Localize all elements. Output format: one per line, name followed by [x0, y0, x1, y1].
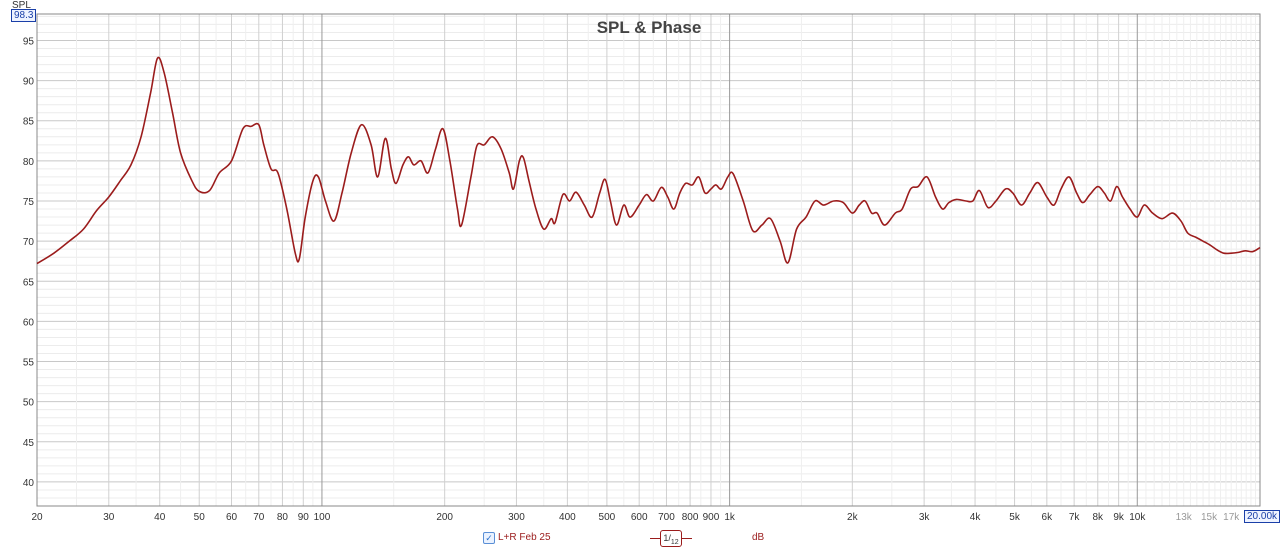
x-tick-label: 2k: [847, 512, 859, 523]
x-tick-label: 10k: [1129, 512, 1146, 523]
x-tick-label: 4k: [970, 512, 982, 523]
x-tick-label: 90: [298, 512, 310, 523]
y-tick-label: 65: [23, 277, 35, 288]
smoothing-indicator[interactable]: 1/12: [650, 529, 692, 547]
series-line-lr-feb-25[interactable]: [36, 56, 1261, 265]
smoothing-denominator: 12: [670, 538, 679, 546]
legend: ✓ L+R Feb 25 1/12 dB: [0, 529, 1280, 549]
x-tick-label: 17k: [1223, 512, 1240, 523]
x-tick-label: 60: [226, 512, 238, 523]
legend-series-name[interactable]: L+R Feb 25: [498, 532, 551, 543]
y-tick-label: 50: [23, 398, 35, 409]
smoothing-numerator: 1: [663, 533, 669, 543]
x-tick-label: 8k: [1092, 512, 1104, 523]
y-axis: 40 45 50 55 60 65 70 75 80 85 90 95: [23, 36, 35, 488]
x-tick-label: 300: [508, 512, 525, 523]
x-max-readout[interactable]: 20.00k: [1244, 510, 1280, 523]
x-tick-label: 800: [682, 512, 699, 523]
y-tick-label: 70: [23, 237, 35, 248]
x-tick-label: 50: [194, 512, 206, 523]
y-tick-label: 40: [23, 478, 35, 489]
smoothing-fraction[interactable]: 1/12: [660, 530, 682, 547]
x-tick-label: 15k: [1201, 512, 1218, 523]
x-tick-label: 70: [253, 512, 265, 523]
y-tick-label: 95: [23, 36, 35, 47]
y-tick-label: 90: [23, 77, 35, 88]
y-tick-label: 85: [23, 117, 35, 128]
y-tick-label: 55: [23, 358, 35, 369]
y-tick-label: 60: [23, 317, 35, 328]
x-tick-label: 500: [599, 512, 616, 523]
x-tick-label: 3k: [919, 512, 931, 523]
x-tick-label: 9k: [1113, 512, 1125, 523]
y-tick-label: 75: [23, 197, 35, 208]
x-tick-label: 80: [277, 512, 289, 523]
x-tick-label: 900: [703, 512, 720, 523]
x-tick-label: 5k: [1009, 512, 1021, 523]
x-tick-label: 7k: [1069, 512, 1081, 523]
x-tick-label: 30: [103, 512, 115, 523]
y-tick-label: 80: [23, 157, 35, 168]
x-tick-label: 400: [559, 512, 576, 523]
x-tick-label: 13k: [1176, 512, 1193, 523]
series-visibility-checkbox[interactable]: ✓: [483, 532, 495, 544]
x-axis: 20 30 40 50 60 70 80 90 100 200 300 400 500 600 700 800…: [31, 512, 1240, 523]
grid: [36, 14, 1261, 507]
plot-frame: [36, 13, 1261, 507]
x-tick-label: 40: [154, 512, 166, 523]
legend-unit: dB: [752, 532, 765, 543]
y-axis-label: SPL: [12, 0, 31, 11]
x-tick-label: 700: [658, 512, 675, 523]
x-tick-label: 1k: [724, 512, 736, 523]
y-max-readout[interactable]: 98.3: [11, 9, 37, 22]
x-tick-label: 6k: [1042, 512, 1054, 523]
chart-title: SPL & Phase: [597, 18, 702, 37]
y-tick-label: 45: [23, 438, 35, 449]
x-tick-label: 600: [631, 512, 648, 523]
x-tick-label: 20: [31, 512, 43, 523]
x-tick-label: 100: [314, 512, 331, 523]
x-tick-label: 200: [436, 512, 453, 523]
